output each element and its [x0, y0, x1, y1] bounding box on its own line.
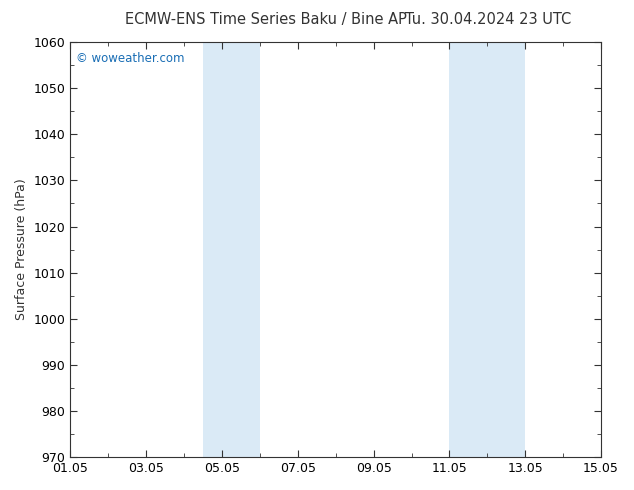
Text: ECMW-ENS Time Series Baku / Bine AP: ECMW-ENS Time Series Baku / Bine AP — [126, 12, 407, 27]
Bar — [203, 42, 260, 457]
Y-axis label: Surface Pressure (hPa): Surface Pressure (hPa) — [15, 179, 28, 320]
Text: © woweather.com: © woweather.com — [75, 52, 184, 66]
Bar — [450, 42, 525, 457]
Text: Tu. 30.04.2024 23 UTC: Tu. 30.04.2024 23 UTC — [405, 12, 571, 27]
